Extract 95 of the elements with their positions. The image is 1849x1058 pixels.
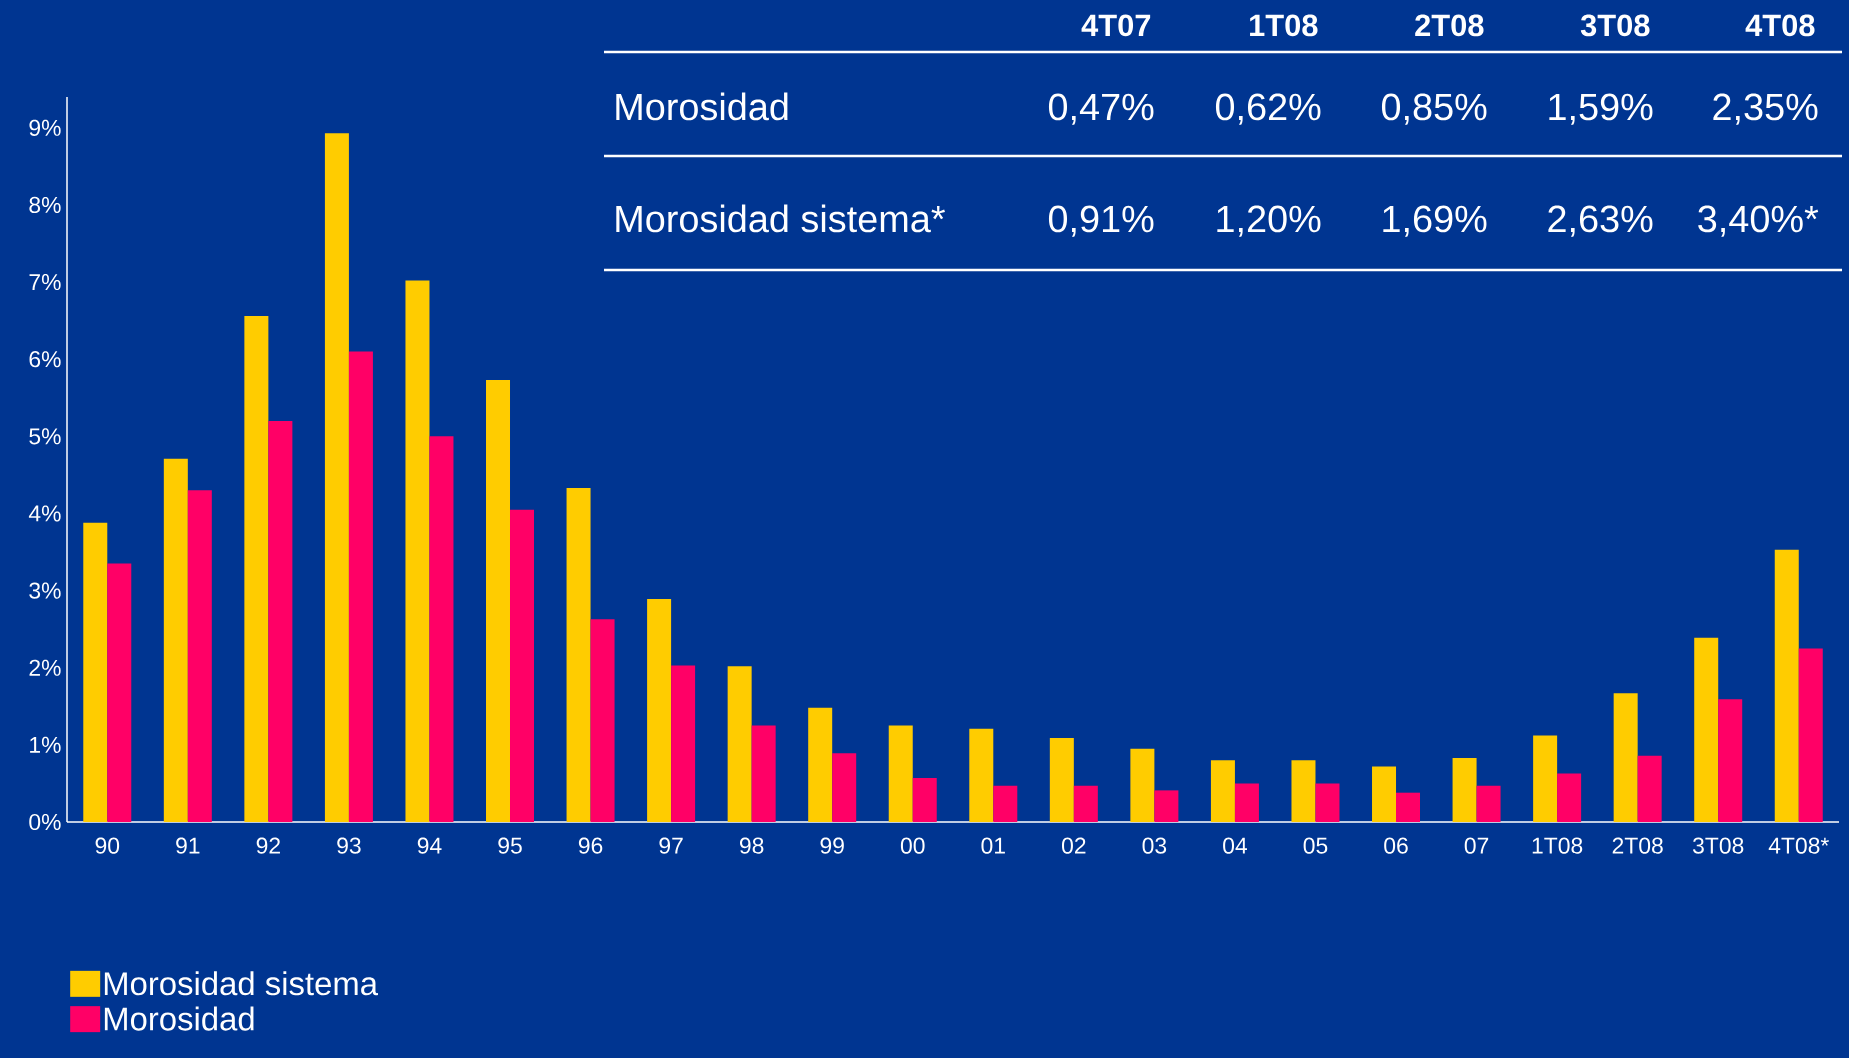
annotation: 2,63% xyxy=(1548,205,1653,237)
bar xyxy=(1533,735,1558,822)
bar xyxy=(244,316,269,822)
x-tick-label: 4T08* xyxy=(1768,837,1829,854)
bar xyxy=(1291,760,1316,822)
text: 2T08 xyxy=(1415,14,1484,37)
x-tick-label: 02 xyxy=(1061,837,1086,854)
bar xyxy=(187,490,212,822)
x-tick-label: 90 xyxy=(95,837,120,854)
y-tick-label: 4% xyxy=(28,505,61,522)
bar xyxy=(1476,785,1501,822)
text: 1T08 xyxy=(1250,14,1318,37)
bar xyxy=(1073,785,1098,822)
x-tick-label: 97 xyxy=(659,837,683,854)
x-tick-label: 91 xyxy=(176,837,200,854)
legend-label: Morosidad sistema xyxy=(104,971,379,996)
text: 4T08 xyxy=(1745,14,1815,37)
x-tick-label: 2T08 xyxy=(1612,837,1663,854)
bar xyxy=(1557,773,1582,822)
bar xyxy=(405,280,430,822)
bar xyxy=(163,458,188,822)
bar xyxy=(671,665,696,822)
bar xyxy=(1798,648,1823,822)
bar xyxy=(647,599,672,822)
bar xyxy=(993,785,1018,822)
bar xyxy=(566,488,591,822)
bar xyxy=(1130,748,1155,822)
bar xyxy=(751,725,776,822)
x-tick-label: 3T08 xyxy=(1692,837,1744,854)
x-tick-label: 07 xyxy=(1464,837,1489,854)
text: 4T07 xyxy=(1081,14,1151,37)
y-tick-label: 3% xyxy=(29,582,61,599)
bar xyxy=(1613,693,1638,822)
bar xyxy=(1049,737,1074,822)
bar xyxy=(510,509,535,822)
bar xyxy=(324,133,349,822)
annotation: 2,35% xyxy=(1713,93,1818,125)
legend-label: Morosidad xyxy=(104,1006,254,1031)
y-tick-label: 5% xyxy=(29,428,61,445)
x-tick-label: 95 xyxy=(498,837,522,854)
x-tick-label: 00 xyxy=(900,837,925,854)
x-tick-label: 94 xyxy=(417,837,442,854)
bar xyxy=(83,522,108,822)
y-tick-label: 9% xyxy=(29,119,61,136)
y-tick-label: 6% xyxy=(29,351,61,368)
bar xyxy=(912,778,937,822)
bar xyxy=(348,351,373,822)
bar xyxy=(590,619,615,822)
y-tick-label: 1% xyxy=(30,736,61,753)
bar xyxy=(1718,699,1743,822)
annotation: 1,20% xyxy=(1217,205,1321,237)
bar xyxy=(1694,637,1719,822)
annotation: 1,59% xyxy=(1549,93,1653,125)
x-tick-label: 01 xyxy=(981,837,1005,854)
x-tick-label: 99 xyxy=(820,837,844,854)
bar xyxy=(1234,783,1259,822)
annotation: 0,62% xyxy=(1215,93,1321,125)
annotation: 0,91% xyxy=(1048,205,1154,237)
y-tick-label: 2% xyxy=(29,659,61,676)
x-tick-label: 06 xyxy=(1384,837,1408,854)
annotation: 1,69% xyxy=(1383,205,1487,237)
bar xyxy=(1315,783,1340,822)
bar xyxy=(268,420,293,822)
annotation: Morosidad sistema* xyxy=(616,204,945,233)
bar xyxy=(1210,760,1235,822)
y-tick-label: 8% xyxy=(29,196,61,214)
x-tick-label: 98 xyxy=(739,837,764,854)
x-tick-label: 04 xyxy=(1223,837,1248,854)
annotation: Morosidad xyxy=(616,92,788,121)
text: 3T08 xyxy=(1580,14,1650,37)
x-tick-label: 92 xyxy=(256,837,280,854)
x-tick-label: 03 xyxy=(1142,837,1167,854)
annotation: 0,85% xyxy=(1381,93,1487,125)
bar xyxy=(107,563,132,822)
x-tick-label: 05 xyxy=(1303,837,1328,854)
y-tick-label: 7% xyxy=(29,274,61,291)
bar xyxy=(808,707,833,822)
bar xyxy=(1637,755,1662,822)
bar xyxy=(1154,790,1179,822)
annotation: 0,47% xyxy=(1048,93,1154,125)
x-tick-label: 93 xyxy=(337,837,361,854)
bar xyxy=(727,666,752,822)
bar xyxy=(888,725,913,822)
bar xyxy=(486,380,511,822)
bar xyxy=(832,753,857,822)
bar xyxy=(429,436,454,822)
annotation: 3,40%* xyxy=(1698,205,1819,237)
bar xyxy=(1774,549,1799,822)
y-tick-label: 0% xyxy=(29,813,61,831)
x-tick-label: 96 xyxy=(578,837,603,854)
bar xyxy=(969,728,994,822)
x-tick-label: 1T08 xyxy=(1532,837,1583,854)
bar xyxy=(1452,757,1477,822)
bar xyxy=(1396,792,1421,822)
bar xyxy=(1372,766,1397,822)
